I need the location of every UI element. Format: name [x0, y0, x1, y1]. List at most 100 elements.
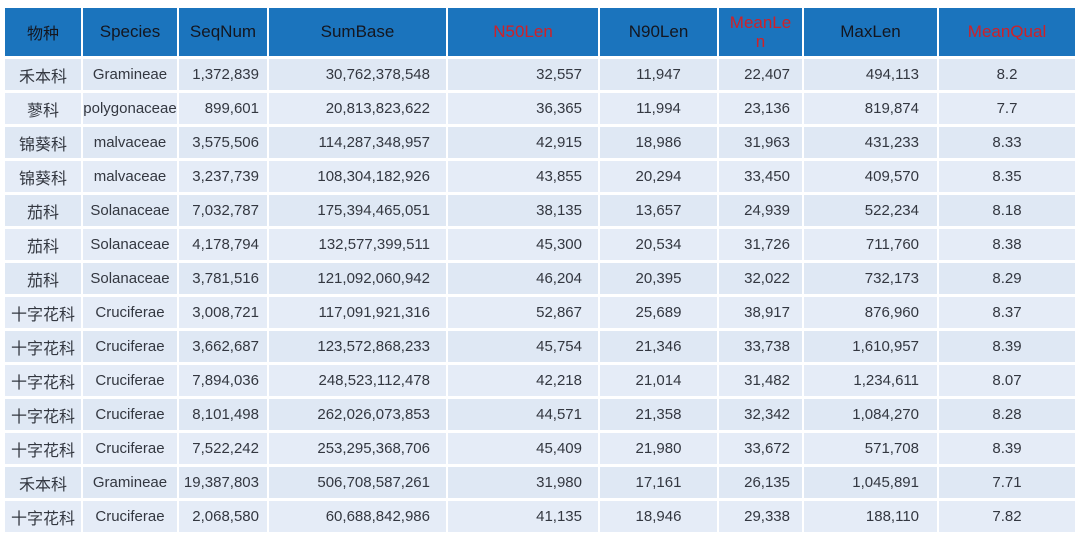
column-header-label: SeqNum	[189, 22, 257, 41]
cell-maxlen: 732,173	[804, 263, 937, 294]
column-header-label: MeanLen	[729, 12, 792, 51]
table-row: 茄科 Solanaceae 7,032,787 175,394,465,051 38,1…	[5, 195, 1075, 226]
cell-family_cn: 茄科	[5, 195, 81, 226]
cell-seqnum: 4,178,794	[179, 229, 267, 260]
cell-maxlen: 494,113	[804, 59, 937, 90]
cell-meanlen: 31,726	[719, 229, 802, 260]
cell-maxlen: 1,610,957	[804, 331, 937, 362]
cell-species: malvaceae	[83, 127, 177, 158]
cell-seqnum: 3,237,739	[179, 161, 267, 192]
cell-family_cn: 蓼科	[5, 93, 81, 124]
cell-n90len: 20,534	[600, 229, 717, 260]
table-row: 锦葵科 malvaceae 3,237,739 108,304,182,926 43,8…	[5, 161, 1075, 192]
cell-sumbase: 132,577,399,511	[269, 229, 446, 260]
cell-family_cn: 十字花科	[5, 433, 81, 464]
cell-n50len: 38,135	[448, 195, 598, 226]
cell-meanlen: 32,342	[719, 399, 802, 430]
cell-seqnum: 7,522,242	[179, 433, 267, 464]
cell-species: Cruciferae	[83, 365, 177, 396]
cell-n50len: 32,557	[448, 59, 598, 90]
cell-meanqual: 8.18	[939, 195, 1075, 226]
table-row: 茄科 Solanaceae 4,178,794 132,577,399,511 45,3…	[5, 229, 1075, 260]
cell-n90len: 18,986	[600, 127, 717, 158]
cell-species: Cruciferae	[83, 433, 177, 464]
cell-species: Cruciferae	[83, 297, 177, 328]
cell-family_cn: 十字花科	[5, 297, 81, 328]
cell-n90len: 21,358	[600, 399, 717, 430]
cell-n90len: 21,980	[600, 433, 717, 464]
cell-n50len: 31,980	[448, 467, 598, 498]
cell-sumbase: 248,523,112,478	[269, 365, 446, 396]
cell-maxlen: 1,084,270	[804, 399, 937, 430]
cell-meanqual: 8.39	[939, 433, 1075, 464]
cell-family_cn: 十字花科	[5, 365, 81, 396]
cell-family_cn: 锦葵科	[5, 127, 81, 158]
cell-meanqual: 8.39	[939, 331, 1075, 362]
cell-seqnum: 2,068,580	[179, 501, 267, 532]
cell-sumbase: 114,287,348,957	[269, 127, 446, 158]
cell-n50len: 46,204	[448, 263, 598, 294]
cell-n90len: 20,294	[600, 161, 717, 192]
cell-species: Solanaceae	[83, 263, 177, 294]
cell-sumbase: 60,688,842,986	[269, 501, 446, 532]
cell-maxlen: 819,874	[804, 93, 937, 124]
column-header-n90len: N90Len	[600, 8, 717, 56]
table-body: 禾本科 Gramineae 1,372,839 30,762,378,548 32,55…	[5, 59, 1075, 532]
table-row: 蓼科 polygonaceae 899,601 20,813,823,622 36,36…	[5, 93, 1075, 124]
cell-seqnum: 3,781,516	[179, 263, 267, 294]
column-header-label: 物种	[26, 26, 59, 43]
cell-maxlen: 1,045,891	[804, 467, 937, 498]
cell-sumbase: 20,813,823,622	[269, 93, 446, 124]
cell-species: Cruciferae	[83, 399, 177, 430]
cell-maxlen: 409,570	[804, 161, 937, 192]
cell-meanqual: 8.29	[939, 263, 1075, 294]
cell-meanqual: 8.38	[939, 229, 1075, 260]
column-header-n50len: N50Len	[448, 8, 598, 56]
cell-maxlen: 876,960	[804, 297, 937, 328]
species-sequencing-table: 物种 Species SeqNum SumBase N50Len N90Len MeanLe…	[3, 5, 1077, 535]
cell-meanqual: 8.07	[939, 365, 1075, 396]
cell-n90len: 21,014	[600, 365, 717, 396]
cell-meanlen: 32,022	[719, 263, 802, 294]
column-header-label: N90Len	[628, 22, 689, 41]
cell-maxlen: 431,233	[804, 127, 937, 158]
cell-maxlen: 1,234,611	[804, 365, 937, 396]
column-header-meanqual: MeanQual	[939, 8, 1075, 56]
cell-meanlen: 24,939	[719, 195, 802, 226]
cell-species: Cruciferae	[83, 501, 177, 532]
cell-meanqual: 7.7	[939, 93, 1075, 124]
cell-seqnum: 19,387,803	[179, 467, 267, 498]
cell-n50len: 45,300	[448, 229, 598, 260]
cell-species: Cruciferae	[83, 331, 177, 362]
column-header-sumbase: SumBase	[269, 8, 446, 56]
cell-species: Gramineae	[83, 59, 177, 90]
table-row: 茄科 Solanaceae 3,781,516 121,092,060,942 46,2…	[5, 263, 1075, 294]
cell-seqnum: 3,575,506	[179, 127, 267, 158]
cell-meanqual: 8.2	[939, 59, 1075, 90]
cell-sumbase: 253,295,368,706	[269, 433, 446, 464]
cell-seqnum: 7,032,787	[179, 195, 267, 226]
cell-meanlen: 33,738	[719, 331, 802, 362]
cell-n90len: 21,346	[600, 331, 717, 362]
cell-n90len: 18,946	[600, 501, 717, 532]
cell-n50len: 45,754	[448, 331, 598, 362]
cell-n90len: 13,657	[600, 195, 717, 226]
column-header-family_cn: 物种	[5, 8, 81, 56]
cell-sumbase: 121,092,060,942	[269, 263, 446, 294]
cell-seqnum: 3,008,721	[179, 297, 267, 328]
column-header-seqnum: SeqNum	[179, 8, 267, 56]
cell-meanlen: 33,450	[719, 161, 802, 192]
cell-species: Solanaceae	[83, 195, 177, 226]
cell-sumbase: 117,091,921,316	[269, 297, 446, 328]
column-header-meanlen: MeanLen	[719, 8, 802, 56]
cell-meanlen: 38,917	[719, 297, 802, 328]
header-row: 物种 Species SeqNum SumBase N50Len N90Len MeanLe…	[5, 8, 1075, 56]
cell-family_cn: 十字花科	[5, 501, 81, 532]
cell-sumbase: 262,026,073,853	[269, 399, 446, 430]
cell-maxlen: 522,234	[804, 195, 937, 226]
table-row: 十字花科 Cruciferae 7,894,036 248,523,112,478 42…	[5, 365, 1075, 396]
cell-n50len: 52,867	[448, 297, 598, 328]
cell-n50len: 41,135	[448, 501, 598, 532]
cell-seqnum: 1,372,839	[179, 59, 267, 90]
table-row: 十字花科 Cruciferae 8,101,498 262,026,073,853 44…	[5, 399, 1075, 430]
